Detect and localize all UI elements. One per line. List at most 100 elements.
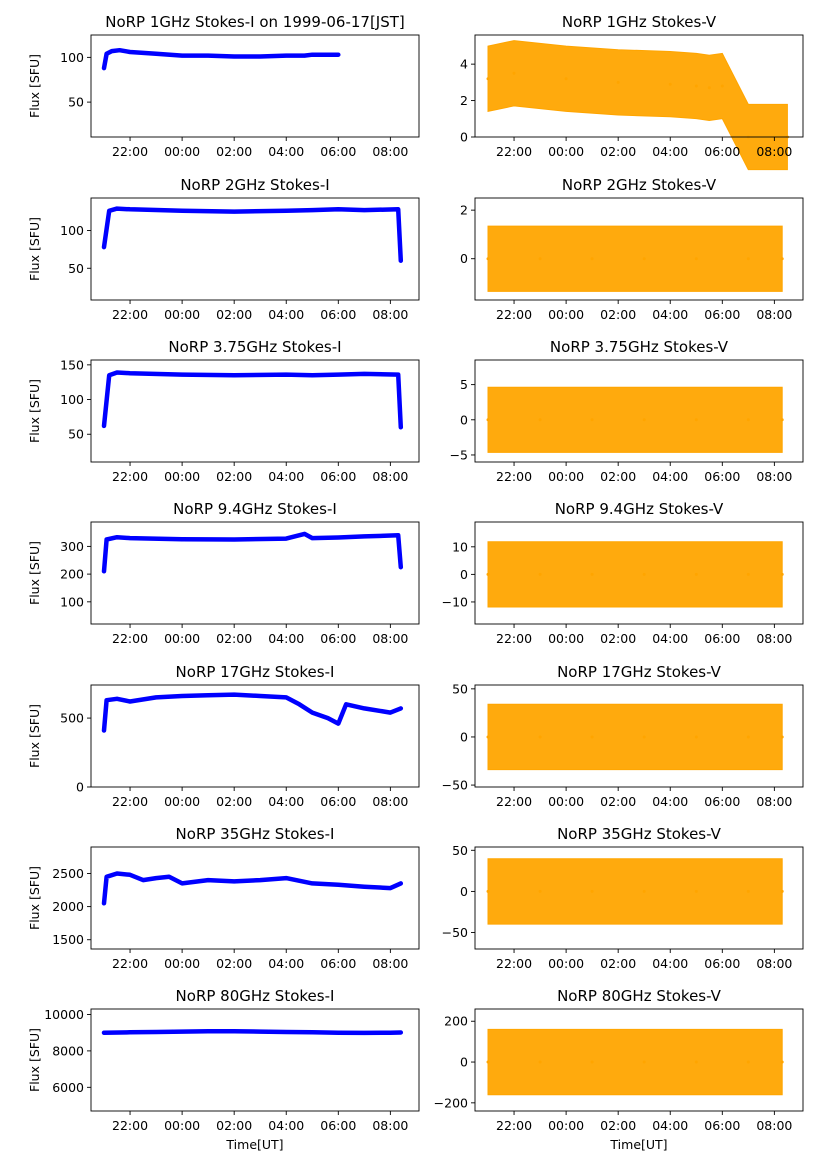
panel-i6-frame [90, 846, 420, 950]
panel-v1-point [720, 84, 724, 88]
panel-v4-point [486, 572, 490, 576]
panel-i5-title: NoRP 17GHz Stokes-I [176, 663, 335, 681]
panel-v5-xtick-label: 04:00 [652, 794, 688, 809]
panel-v7-ytick-label: −200 [434, 1095, 468, 1110]
panel-v5-xtick-label: 22:00 [496, 794, 532, 809]
panel-i3-ylabel: Flux [SFU] [27, 379, 42, 443]
panel-i7-ytick-label: 10000 [44, 1007, 84, 1022]
panel-v7-xlabel: Time[UT] [609, 1137, 667, 1152]
panel-i6-xtick-label: 04:00 [268, 956, 304, 971]
panel-v3-point [590, 418, 594, 422]
panel-i1-series [101, 47, 341, 71]
panel-v2-point [538, 257, 542, 261]
panel-v7-xtick-label: 00:00 [548, 1118, 584, 1133]
panel-v3: NoRP 3.75GHz Stokes-V −5 0 5 22:00 00:00 02:00… [450, 338, 804, 484]
panel-v7-point [642, 1060, 646, 1064]
panel-i6-series-line [101, 871, 404, 906]
panel-i2: NoRP 2GHz Stokes-I 50 100 22:00 00:00 02:00 04… [27, 176, 420, 322]
panel-i1-ytick-label: 50 [68, 95, 84, 110]
panel-i1-xtick-label: 02:00 [216, 144, 252, 159]
panel-v1-xtick-label: 22:00 [496, 144, 532, 159]
panel-v4-frame [474, 521, 804, 625]
panel-v4-point [642, 572, 646, 576]
panel-i5-series-line [101, 692, 404, 733]
panel-i6-ytick-label: 1500 [52, 932, 84, 947]
panel-v6-point [780, 889, 784, 893]
panel-v6-xtick-label: 08:00 [756, 956, 792, 971]
panel-i5-xtick-label: 08:00 [372, 794, 408, 809]
panel-i6-ylabel: Flux [SFU] [27, 866, 42, 930]
panel-v1-xtick-label: 00:00 [548, 144, 584, 159]
panel-v1-ytick-label: 4 [460, 57, 468, 72]
panel-v3-xtick-label: 22:00 [496, 469, 532, 484]
panel-v2-xtick-label: 22:00 [496, 307, 532, 322]
panel-v3-xtick-label: 08:00 [756, 469, 792, 484]
panel-v1-series-band [487, 40, 788, 171]
panel-i7-ytick-label: 6000 [52, 1080, 84, 1095]
panel-v4: NoRP 9.4GHz Stokes-V −10 0 10 22:00 00:00 02:0… [442, 500, 804, 646]
panel-i4-xtick-label: 22:00 [112, 631, 148, 646]
panel-i5-xtick-label: 02:00 [216, 794, 252, 809]
panel-i6-series [101, 871, 404, 906]
panel-i7-xtick-label: 00:00 [164, 1118, 200, 1133]
panel-v6-xtick-label: 06:00 [704, 956, 740, 971]
panel-i1-frame [90, 34, 420, 138]
panel-v3-xtick-label: 02:00 [600, 469, 636, 484]
panel-v3-point [694, 418, 698, 422]
panel-i3-xtick-label: 08:00 [372, 469, 408, 484]
panel-i1-ytick-label: 100 [60, 50, 84, 65]
panel-i2-series-line [101, 206, 404, 263]
panel-v3-series-band [487, 386, 783, 453]
panel-v3-point [642, 418, 646, 422]
panel-v4-xtick-label: 00:00 [548, 631, 584, 646]
panel-i4-xtick-label: 02:00 [216, 631, 252, 646]
panel-v6-ytick-label: 50 [452, 843, 468, 858]
panel-v1-point [564, 77, 568, 81]
panel-v4-xtick-label: 08:00 [756, 631, 792, 646]
panel-v5-series [486, 703, 784, 771]
panel-i1-title: NoRP 1GHz Stokes-I on 1999-06-17[JST] [105, 13, 405, 31]
panel-v4-xtick-label: 04:00 [652, 631, 688, 646]
panel-v5-point [642, 735, 646, 739]
panel-i2-xtick-label: 06:00 [320, 307, 356, 322]
panel-v4-point [694, 572, 698, 576]
panel-v7-point [746, 1060, 750, 1064]
panel-v1-frame [474, 34, 804, 138]
panel-i4-xtick-label: 06:00 [320, 631, 356, 646]
panel-i2-xtick-label: 02:00 [216, 307, 252, 322]
panel-v1-point [694, 84, 698, 88]
panel-v5-ytick-label: 0 [460, 729, 468, 744]
panel-v7-frame [474, 1008, 804, 1112]
panel-i3-title: NoRP 3.75GHz Stokes-I [168, 338, 341, 356]
panel-v3-title: NoRP 3.75GHz Stokes-V [550, 338, 729, 356]
panel-v3-xtick-label: 04:00 [652, 469, 688, 484]
panel-v4-ytick-label: −10 [442, 594, 468, 609]
panel-i2-title: NoRP 2GHz Stokes-I [180, 176, 329, 194]
panel-i5: NoRP 17GHz Stokes-I 0 500 22:00 00:00 02:00 04… [27, 663, 420, 809]
panel-v7-xtick-label: 08:00 [756, 1118, 792, 1133]
panel-v2-point [694, 257, 698, 261]
panel-v2-title: NoRP 2GHz Stokes-V [562, 176, 717, 194]
panel-v3-point [486, 418, 490, 422]
panel-i7-series-line [101, 1028, 404, 1036]
panel-v1-ytick-label: 0 [460, 130, 468, 145]
panel-i4-xtick-label: 08:00 [372, 631, 408, 646]
panel-i4-ytick-label: 100 [60, 594, 84, 609]
panel-v5-point [746, 735, 750, 739]
panel-i1-series-line [101, 47, 341, 71]
panel-v2-ytick-label: 0 [460, 251, 468, 266]
panel-i5-ytick-label: 500 [60, 711, 84, 726]
panel-v2-xtick-label: 02:00 [600, 307, 636, 322]
panel-v6-series-band [487, 858, 783, 925]
panel-i3-frame [90, 359, 420, 463]
panel-v5-title: NoRP 17GHz Stokes-V [557, 663, 722, 681]
panel-i2-xtick-label: 04:00 [268, 307, 304, 322]
panel-v2-xtick-label: 08:00 [756, 307, 792, 322]
panel-v1: NoRP 1GHz Stokes-V 0 2 4 22:00 00:00 02:00 04:0… [460, 13, 804, 171]
panel-v7-xtick-label: 06:00 [704, 1118, 740, 1133]
panel-v3-point [746, 418, 750, 422]
panel-v7-xtick-label: 04:00 [652, 1118, 688, 1133]
panel-v6-ytick-label: −50 [442, 925, 468, 940]
panel-v6-xtick-label: 04:00 [652, 956, 688, 971]
panel-v6-frame [474, 846, 804, 950]
